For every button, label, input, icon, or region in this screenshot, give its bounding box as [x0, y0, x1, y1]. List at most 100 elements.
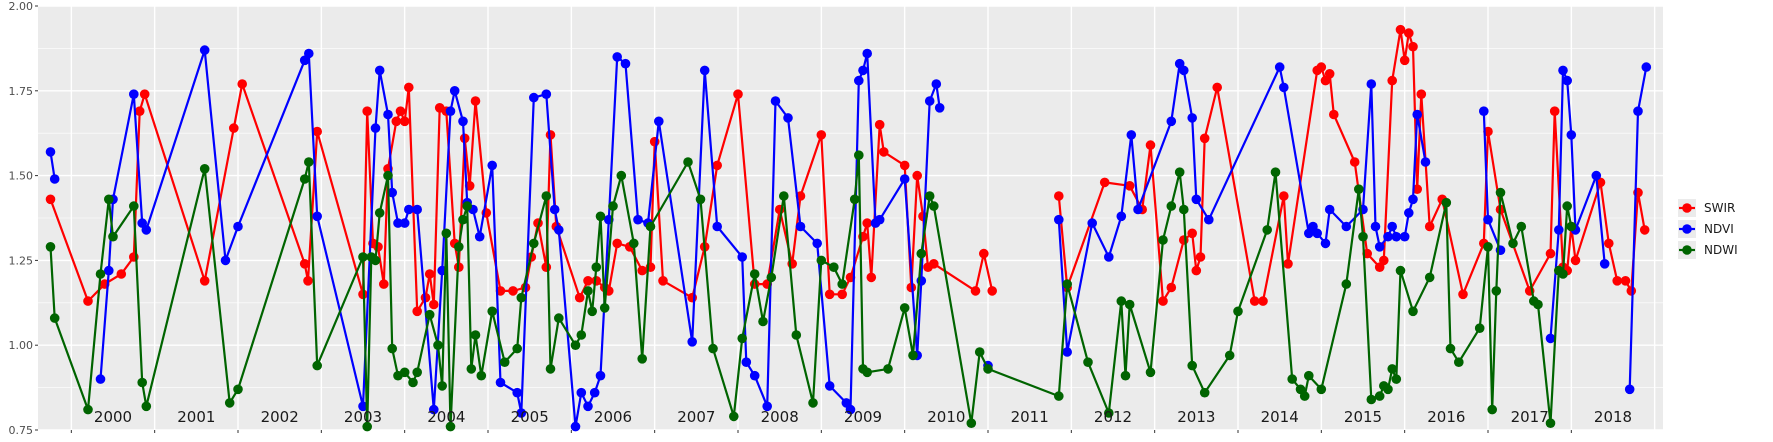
data-point-swir [541, 262, 552, 273]
data-point-swir [391, 116, 402, 127]
data-point-swir [45, 194, 56, 205]
data-point-ndwi [1454, 357, 1464, 368]
data-point-ndwi [737, 333, 747, 344]
data-point-swir [899, 160, 910, 171]
data-point-ndwi [108, 231, 118, 242]
data-point-ndvi [399, 218, 410, 228]
data-point-ndvi [458, 116, 468, 127]
data-point-ndwi [791, 330, 802, 340]
data-point-swir [733, 89, 743, 99]
data-point-ndvi [654, 116, 664, 127]
data-point-ndwi [1487, 404, 1497, 415]
data-point-ndwi [487, 306, 498, 317]
data-point-ndwi [554, 313, 564, 323]
data-point-swir [687, 292, 697, 303]
data-point-ndwi [779, 191, 789, 201]
year-label: 2001 [177, 408, 215, 426]
y-tick-label: 1.25 [9, 254, 34, 267]
data-point-ndwi [595, 211, 606, 222]
data-point-ndwi [1124, 299, 1135, 310]
data-point-swir [429, 299, 439, 310]
data-point-ndwi [433, 340, 443, 351]
data-point-ndwi [587, 306, 597, 317]
data-point-ndwi [862, 367, 872, 378]
data-point-ndvi [495, 377, 506, 388]
data-point-ndvi [429, 404, 439, 415]
data-point-swir [1416, 89, 1427, 99]
data-point-swir [658, 276, 668, 286]
data-point-ndwi [1562, 201, 1572, 211]
data-point-swir [303, 276, 313, 286]
data-point-swir [929, 259, 939, 269]
data-point-swir [199, 276, 210, 286]
data-point-ndvi [383, 109, 393, 120]
data-point-ndvi [549, 204, 560, 215]
data-point-swir [1283, 259, 1293, 269]
data-point-ndwi [129, 201, 139, 211]
data-point-ndvi [1274, 62, 1285, 72]
data-point-ndvi [1374, 242, 1385, 252]
data-point-ndvi [687, 337, 697, 347]
y-tick-label: 2.00 [9, 0, 34, 13]
data-point-ndwi [916, 248, 927, 259]
data-point-ndwi [441, 228, 452, 239]
data-point-ndwi [1120, 370, 1131, 381]
data-point-ndvi [1558, 65, 1568, 76]
data-point-ndvi [1320, 238, 1331, 249]
data-point-ndvi [516, 408, 527, 418]
data-point-ndvi [529, 92, 539, 103]
data-point-swir [1199, 133, 1210, 144]
year-label: 2009 [844, 408, 882, 426]
data-point-ndvi [845, 404, 856, 415]
data-point-ndvi [1126, 130, 1137, 140]
year-label: 2006 [594, 408, 632, 426]
data-point-swir [1612, 276, 1622, 286]
data-point-swir [879, 147, 889, 157]
data-point-ndvi [620, 58, 631, 69]
data-point-ndwi [312, 360, 323, 371]
data-point-ndwi [629, 238, 639, 249]
data-point-ndwi [816, 255, 827, 266]
data-point-ndvi [1279, 82, 1289, 93]
data-point-ndwi [383, 170, 393, 181]
data-point-ndwi [966, 418, 977, 429]
data-point-swir [1054, 191, 1064, 201]
data-point-ndvi [141, 225, 152, 235]
data-point-ndwi [1395, 265, 1406, 276]
data-point-ndvi [1624, 384, 1635, 395]
data-point-swir [1324, 69, 1335, 79]
data-point-swir [362, 106, 373, 116]
data-point-ndvi [783, 113, 793, 123]
data-point-ndvi [370, 123, 381, 133]
data-point-swir [1249, 296, 1260, 306]
data-point-ndwi [1366, 394, 1377, 405]
legend-item-swir: SWIR [1678, 199, 1735, 217]
data-point-ndvi [1408, 194, 1418, 205]
data-point-ndwi [458, 214, 468, 225]
data-point-ndwi [729, 411, 739, 422]
data-point-ndvi [512, 387, 522, 398]
data-point-ndwi [454, 242, 464, 252]
data-point-swir [1626, 286, 1637, 296]
data-point-ndvi [795, 221, 806, 232]
data-point-ndwi [137, 377, 147, 388]
data-point-ndwi [758, 316, 768, 327]
data-point-swir [862, 218, 872, 228]
data-point-ndvi [1324, 204, 1335, 215]
legend-key-point [1682, 224, 1692, 234]
data-point-ndwi [1566, 221, 1577, 232]
data-point-ndvi [1399, 231, 1410, 242]
data-point-ndvi [1116, 211, 1127, 222]
data-point-ndvi [770, 96, 781, 106]
data-point-ndvi [1133, 204, 1143, 215]
data-point-swir [866, 272, 877, 283]
legend-item-ndvi: NDVI [1678, 220, 1734, 238]
data-point-ndwi [908, 350, 918, 361]
data-point-swir [1395, 24, 1406, 35]
data-point-ndwi [408, 377, 418, 388]
data-point-ndwi [1474, 323, 1485, 334]
y-tick-label: 0.75 [9, 424, 34, 437]
data-point-swir [399, 116, 410, 127]
data-point-ndwi [1383, 384, 1393, 395]
data-point-ndvi [1483, 214, 1493, 225]
